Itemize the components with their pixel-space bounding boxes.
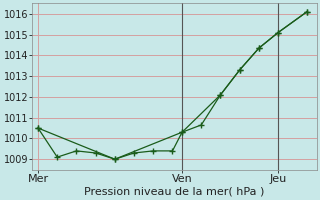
X-axis label: Pression niveau de la mer( hPa ): Pression niveau de la mer( hPa ) <box>84 187 265 197</box>
